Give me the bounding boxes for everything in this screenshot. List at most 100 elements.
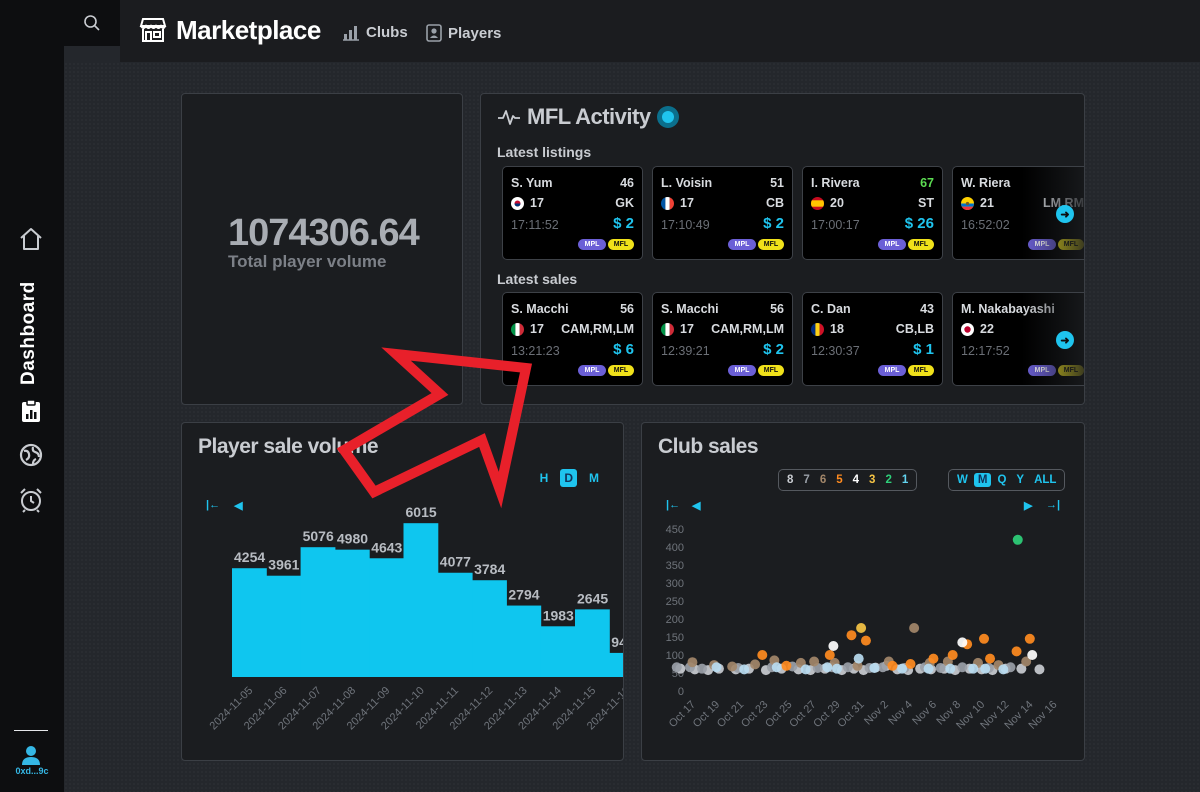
scatter-point[interactable] [979, 633, 990, 644]
scatter-point[interactable] [1016, 663, 1027, 674]
scatter-point[interactable] [856, 623, 867, 633]
mpl-badge[interactable]: MPL [878, 365, 906, 376]
next-arrow-icon[interactable]: ➜ [1056, 331, 1074, 349]
scatter-point[interactable] [905, 659, 916, 669]
listing-card[interactable]: S. Yum 46 17 GK 17:11:52 $ 2 MPL MFL [502, 166, 643, 260]
scatter-point[interactable] [697, 663, 708, 674]
toggle-day[interactable]: D [560, 469, 577, 487]
bar[interactable] [334, 549, 370, 677]
scatter-point[interactable] [781, 660, 792, 671]
alarm-clock-icon[interactable] [16, 485, 46, 515]
brand[interactable]: Marketplace [138, 12, 321, 48]
division-filter-8[interactable]: 8 [787, 474, 794, 486]
nav-clubs[interactable]: Clubs [342, 24, 408, 41]
period-filter-q[interactable]: Q [997, 474, 1007, 486]
scatter-point[interactable] [711, 662, 722, 673]
scatter-point[interactable] [671, 662, 682, 673]
mfl-badge[interactable]: MFL [608, 365, 634, 376]
mpl-badge[interactable]: MPL [578, 239, 606, 250]
bar[interactable] [232, 568, 267, 677]
mfl-badge[interactable]: MFL [1058, 365, 1084, 376]
bar[interactable] [506, 605, 542, 677]
scatter-point[interactable] [928, 653, 939, 664]
period-filter-w[interactable]: W [957, 474, 968, 486]
scatter-point[interactable] [832, 663, 843, 674]
scatter-point[interactable] [800, 664, 811, 675]
bar[interactable] [369, 558, 404, 677]
mpl-badge[interactable]: MPL [728, 365, 756, 376]
scatter-point[interactable] [1024, 633, 1035, 644]
sale-card[interactable]: C. Dan 43 18 CB,LB 12:30:37 $ 1 MPL MFL [802, 292, 943, 386]
scatter-point[interactable] [687, 657, 698, 668]
bar[interactable] [472, 580, 507, 677]
mfl-badge[interactable]: MFL [908, 365, 934, 376]
listing-card[interactable]: W. Riera 21 LM,RM 16:52:02 MPL MFL ➜ [952, 166, 1084, 260]
user-icon[interactable] [16, 740, 46, 770]
bar[interactable] [437, 572, 473, 677]
globe-icon[interactable] [16, 440, 46, 470]
scatter-point[interactable] [1011, 646, 1022, 657]
mfl-badge[interactable]: MFL [908, 239, 934, 250]
scatter-point[interactable] [1034, 664, 1045, 675]
scatter-point[interactable] [980, 663, 991, 674]
scatter-point[interactable] [945, 663, 956, 674]
clipboard-chart-icon[interactable] [16, 396, 46, 426]
scatter-point[interactable] [1021, 656, 1032, 667]
scatter-point[interactable] [897, 663, 908, 674]
sidebar-item-dashboard[interactable]: Dashboard [18, 281, 39, 385]
scatter-point[interactable] [809, 656, 820, 667]
mfl-badge[interactable]: MFL [1058, 239, 1084, 250]
bar[interactable] [300, 547, 336, 677]
prev-page-icon[interactable]: ◀ [234, 500, 243, 512]
first-page-icon[interactable]: |← [206, 499, 221, 511]
home-icon[interactable] [16, 224, 46, 254]
scatter-point[interactable] [828, 641, 839, 651]
division-filter-3[interactable]: 3 [869, 474, 876, 486]
bar[interactable] [403, 523, 439, 677]
division-filter-7[interactable]: 7 [803, 474, 810, 486]
mpl-badge[interactable]: MPL [1028, 365, 1056, 376]
bar[interactable] [540, 626, 576, 677]
bar[interactable] [609, 652, 624, 677]
scatter-point[interactable] [957, 637, 968, 648]
period-filter-all[interactable]: ALL [1034, 474, 1057, 486]
mpl-badge[interactable]: MPL [878, 239, 906, 250]
period-filter-m[interactable]: M [973, 473, 992, 487]
division-filter-4[interactable]: 4 [852, 474, 860, 486]
listing-card[interactable]: I. Rivera 67 20 ST 17:00:17 $ 26 MPL MFL [802, 166, 943, 260]
scatter-point[interactable] [935, 662, 946, 673]
scatter-point[interactable] [853, 653, 864, 664]
mfl-badge[interactable]: MFL [758, 365, 784, 376]
scatter-point[interactable] [998, 664, 1009, 675]
mpl-badge[interactable]: MPL [578, 365, 606, 376]
mfl-badge[interactable]: MFL [758, 239, 784, 250]
prev-page-icon[interactable]: ◀ [692, 500, 701, 512]
nav-players[interactable]: Players [426, 24, 501, 42]
scatter-point[interactable] [957, 662, 968, 673]
toggle-hour[interactable]: H [539, 471, 549, 485]
division-filter-2[interactable]: 2 [885, 474, 892, 486]
scatter-point[interactable] [842, 662, 853, 673]
scatter-point[interactable] [985, 653, 996, 664]
scatter-point[interactable] [1012, 534, 1023, 545]
bar[interactable] [575, 609, 610, 677]
scatter-point[interactable] [750, 659, 761, 670]
scatter-point[interactable] [739, 664, 750, 675]
sale-card[interactable]: S. Macchi 56 17 CAM,RM,LM 12:39:21 $ 2 MPL MFL [652, 292, 793, 386]
division-filter-5[interactable]: 5 [836, 474, 843, 486]
scatter-point[interactable] [822, 662, 833, 673]
scatter-point[interactable] [869, 662, 880, 673]
next-arrow-icon[interactable]: ➜ [1056, 205, 1074, 223]
scatter-point[interactable] [846, 630, 857, 641]
scatter-point[interactable] [771, 662, 782, 673]
mpl-badge[interactable]: MPL [728, 239, 756, 250]
first-page-icon[interactable]: |← [666, 499, 681, 511]
scatter-point[interactable] [947, 650, 958, 660]
next-page-icon[interactable]: ▶ [1024, 500, 1033, 512]
scatter-point[interactable] [887, 660, 898, 671]
search-button[interactable] [64, 0, 120, 46]
mfl-badge[interactable]: MFL [608, 239, 634, 250]
listing-card[interactable]: L. Voisin 51 17 CB 17:10:49 $ 2 MPL MFL [652, 166, 793, 260]
scatter-point[interactable] [909, 623, 920, 633]
division-filter-6[interactable]: 6 [819, 474, 827, 486]
